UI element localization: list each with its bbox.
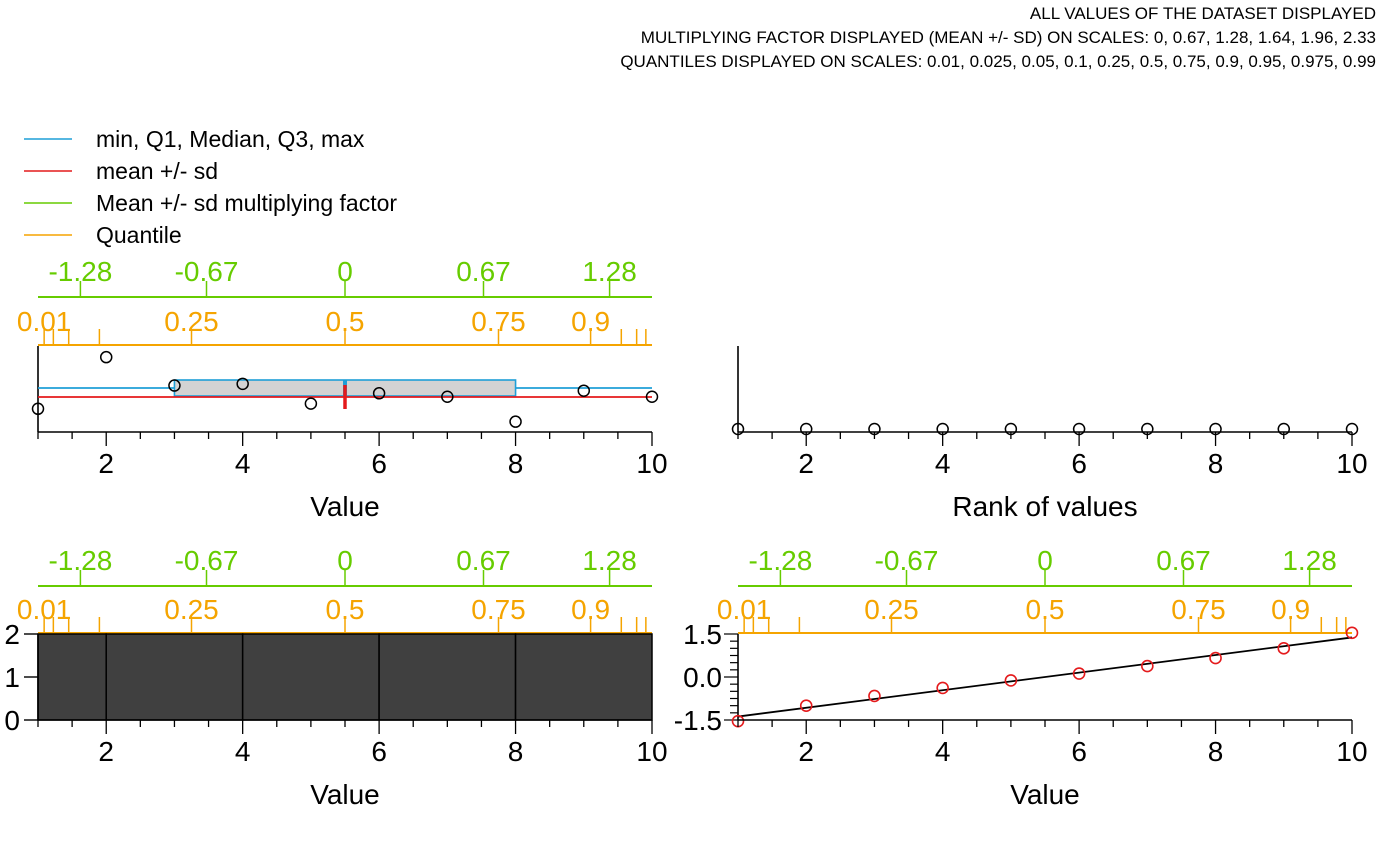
qq-point: [1277, 642, 1291, 655]
x-tick-label: 6: [371, 448, 387, 479]
x-tick-label: 8: [1208, 448, 1224, 479]
factor-tick-label: -0.67: [175, 545, 239, 576]
histogram-bar: [37, 633, 107, 721]
factor-tick-label: -0.67: [875, 545, 939, 576]
quantile-tick-label: 0.5: [1026, 594, 1065, 625]
qq-point: [1004, 674, 1018, 687]
factor-tick-label: 0: [1037, 545, 1053, 576]
x-tick-label: 10: [1336, 736, 1367, 767]
qq-point: [1209, 651, 1222, 665]
factor-tick-label: 0.67: [456, 256, 511, 287]
qq-point: [1072, 667, 1086, 680]
factor-tick-label: 1.28: [1282, 545, 1337, 576]
x-tick-label: 2: [798, 448, 814, 479]
data-point: [441, 390, 454, 403]
data-point: [236, 377, 249, 391]
factor-tick-label: -0.67: [175, 256, 239, 287]
quantile-tick-label: 0.9: [571, 306, 610, 337]
factor-tick-label: 0: [337, 256, 353, 287]
x-tick-label: 2: [98, 448, 114, 479]
legend-label: min, Q1, Median, Q3, max: [96, 126, 365, 152]
x-tick-label: 10: [636, 448, 667, 479]
header-line-1: ALL VALUES OF THE DATASET DISPLAYED: [1029, 4, 1376, 23]
histogram-bar: [241, 633, 380, 721]
x-axis-title: Value: [310, 779, 380, 810]
data-point: [509, 415, 522, 428]
x-tick-label: 8: [1208, 736, 1224, 767]
x-tick-label: 4: [935, 736, 951, 767]
data-point: [31, 402, 45, 416]
x-tick-label: 4: [235, 736, 251, 767]
data-point: [99, 350, 113, 364]
quantile-tick-label: 0.75: [471, 306, 526, 337]
quantile-tick-label: 0.75: [1171, 594, 1226, 625]
data-point: [168, 379, 181, 392]
histogram-bar: [378, 633, 517, 721]
histogram-bar: [105, 633, 244, 721]
legend-label: mean +/- sd: [96, 158, 218, 184]
data-point: [577, 384, 591, 397]
x-axis-title: Value: [1010, 779, 1080, 810]
x-tick-label: 2: [798, 736, 814, 767]
data-point: [372, 387, 386, 400]
header-line-3: QUANTILES DISPLAYED ON SCALES: 0.01, 0.0…: [620, 52, 1376, 71]
header-line-2: MULTIPLYING FACTOR DISPLAYED (MEAN +/- S…: [640, 28, 1376, 47]
quantile-tick-label: 0.01: [17, 306, 72, 337]
x-axis-title: Rank of values: [952, 491, 1137, 522]
factor-tick-label: -1.28: [48, 256, 112, 287]
quantile-tick-label: 0.25: [164, 594, 219, 625]
x-tick-label: 10: [636, 736, 667, 767]
factor-tick-label: 0: [337, 545, 353, 576]
x-tick-label: 6: [1071, 736, 1087, 767]
quantile-tick-label: 0.9: [1271, 594, 1310, 625]
y-tick-label: 2: [4, 619, 20, 650]
x-tick-label: 4: [935, 448, 951, 479]
x-tick-label: 8: [508, 448, 524, 479]
quantile-tick-label: 0.01: [717, 594, 772, 625]
histogram-bar: [514, 633, 653, 721]
quantile-tick-label: 0.25: [864, 594, 919, 625]
factor-tick-label: 0.67: [1156, 545, 1211, 576]
legend-label: Mean +/- sd multiplying factor: [96, 190, 397, 216]
y-tick-label: -1.5: [674, 705, 722, 736]
qq-point: [868, 689, 881, 703]
factor-tick-label: -1.28: [748, 545, 812, 576]
y-tick-label: 0.0: [683, 662, 722, 693]
chart-header: ALL VALUES OF THE DATASET DISPLAYED MULT…: [620, 2, 1376, 74]
x-tick-label: 4: [235, 448, 251, 479]
qq-point: [799, 699, 813, 712]
x-tick-label: 6: [1071, 448, 1087, 479]
qq-point: [1141, 659, 1154, 673]
quantile-tick-label: 0.25: [164, 306, 219, 337]
factor-tick-label: 1.28: [582, 256, 637, 287]
y-tick-label: 1.5: [683, 619, 722, 650]
x-tick-label: 8: [508, 736, 524, 767]
qq-point: [1345, 626, 1359, 640]
y-tick-label: 1: [4, 662, 20, 693]
quantile-tick-label: 0.5: [326, 306, 365, 337]
data-point: [645, 390, 659, 403]
legend-label: Quantile: [96, 222, 182, 248]
quantile-tick-label: 0.9: [571, 594, 610, 625]
qq-point: [936, 681, 949, 695]
x-axis-title: Value: [310, 491, 380, 522]
x-tick-label: 6: [371, 736, 387, 767]
x-tick-label: 2: [98, 736, 114, 767]
y-tick-label: 0: [4, 705, 20, 736]
qq-reference-line: [737, 636, 1353, 718]
factor-tick-label: -1.28: [48, 545, 112, 576]
x-tick-label: 10: [1336, 448, 1367, 479]
factor-tick-label: 1.28: [582, 545, 637, 576]
data-point: [304, 397, 318, 410]
quantile-tick-label: 0.01: [17, 594, 72, 625]
quantile-tick-label: 0.5: [326, 594, 365, 625]
quantile-tick-label: 0.75: [471, 594, 526, 625]
factor-tick-label: 0.67: [456, 545, 511, 576]
